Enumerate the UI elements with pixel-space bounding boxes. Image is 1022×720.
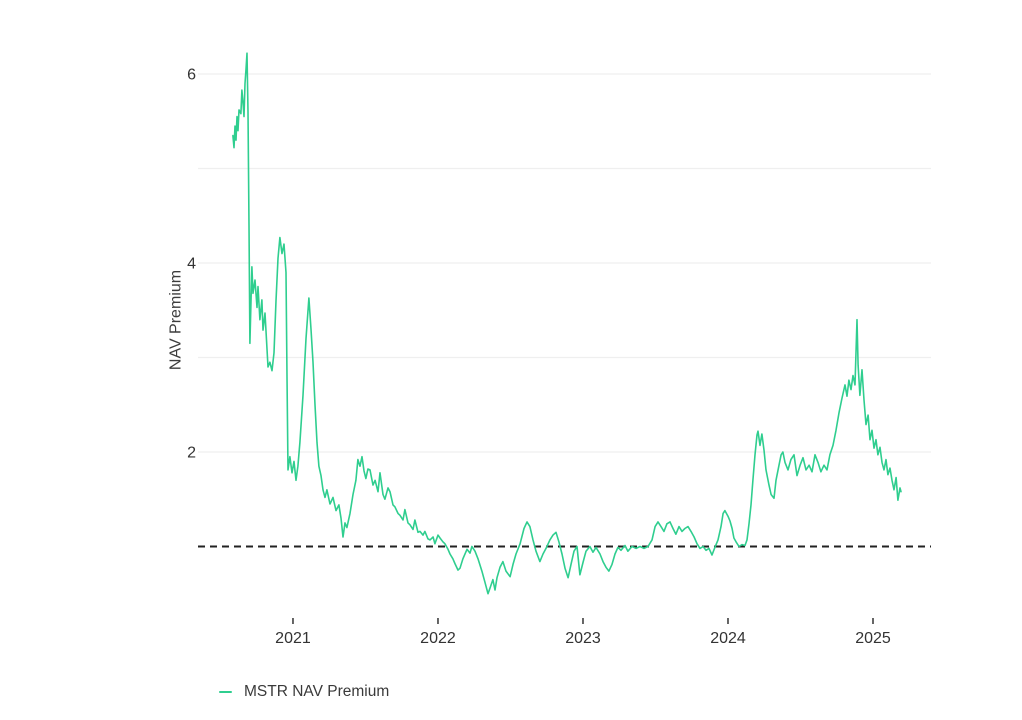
y-axis-title: NAV Premium bbox=[168, 270, 185, 370]
legend-label: MSTR NAV Premium bbox=[244, 683, 390, 700]
x-tick-label: 2023 bbox=[565, 630, 601, 647]
chart-render-layer: 2021 2022 2023 2024 2025 2 4 6 bbox=[187, 52, 931, 647]
y-tick-label: 4 bbox=[187, 256, 196, 273]
y-tick-label: 2 bbox=[187, 444, 196, 461]
x-tick-label: 2025 bbox=[855, 630, 891, 647]
x-tick-label: 2024 bbox=[710, 630, 746, 647]
x-tick-label: 2021 bbox=[275, 630, 311, 647]
y-tick-label: 6 bbox=[187, 67, 196, 84]
x-tick-label: 2022 bbox=[420, 630, 456, 647]
legend: MSTR NAV Premium bbox=[219, 684, 389, 700]
legend-line-swatch bbox=[219, 691, 232, 693]
series-line bbox=[232, 52, 902, 595]
